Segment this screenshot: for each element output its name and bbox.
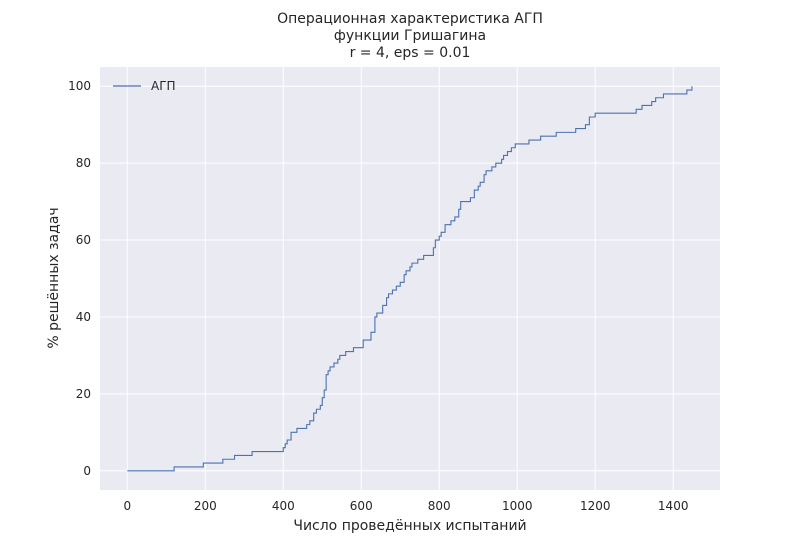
series-layer [127,86,693,472]
plot-area [100,67,720,490]
legend: АГП [113,79,176,93]
x-tick-label: 600 [350,499,373,513]
y-axis-label: % решённых задач [46,207,62,348]
grid-lines [100,67,720,490]
y-tick-label: 0 [83,464,91,478]
y-tick-label: 60 [76,233,91,247]
x-axis-label: Число проведённых испытаний [293,518,526,534]
x-tick-label: 200 [194,499,217,513]
y-tick-label: 20 [76,387,91,401]
y-tick-label: 40 [76,310,91,324]
x-tick-label: 400 [272,499,295,513]
tick-labels: 0 200 400 600 800 1000 1200 1400 0 20 40 60 80 100 [68,79,688,513]
x-tick-label: 800 [428,499,451,513]
chart-title-line-3: r = 4, eps = 0.01 [350,45,471,61]
series-line-0 [127,86,693,472]
chart-title: Операционная характеристика АГП функции … [277,11,543,61]
chart-title-line-2: функции Гришагина [334,28,486,44]
chart-title-line-1: Операционная характеристика АГП [277,11,543,27]
y-tick-label: 80 [76,156,91,170]
legend-label: АГП [151,79,176,93]
x-tick-label: 0 [123,499,131,513]
x-tick-label: 1400 [658,499,689,513]
x-tick-label: 1000 [502,499,533,513]
y-tick-label: 100 [68,79,91,93]
x-tick-label: 1200 [580,499,611,513]
